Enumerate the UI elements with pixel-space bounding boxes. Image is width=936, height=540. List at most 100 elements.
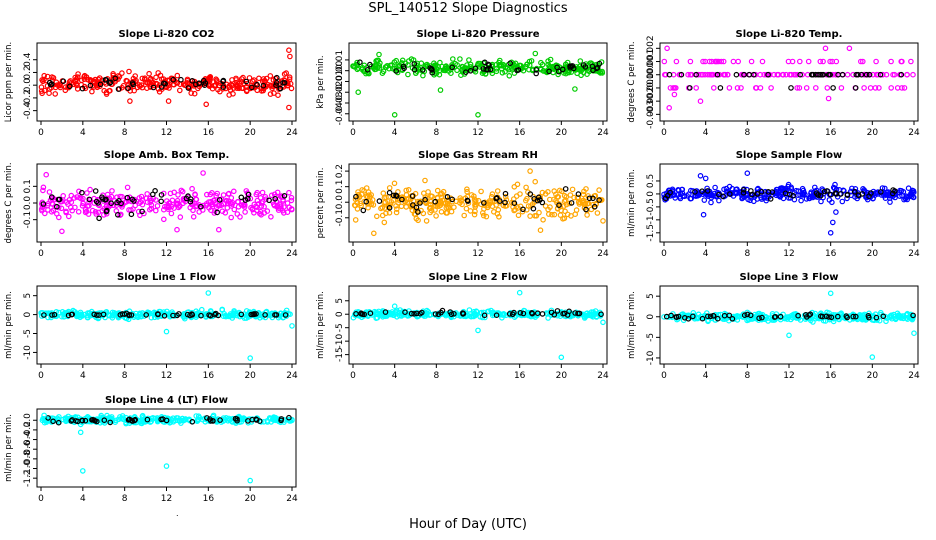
- data-point: [850, 313, 857, 320]
- data-point: [390, 192, 397, 199]
- data-point: [161, 312, 168, 319]
- data-point: [65, 417, 72, 423]
- data-point: [139, 84, 146, 91]
- data-point: [210, 412, 217, 419]
- data-point: [527, 168, 533, 174]
- data-point: [557, 212, 564, 218]
- data-point: [741, 312, 748, 319]
- data-point: [49, 312, 55, 318]
- plot-frame: [36, 285, 297, 365]
- data-point: [185, 193, 191, 199]
- data-point: [423, 218, 430, 224]
- data-point: [82, 417, 89, 424]
- data-point: [838, 191, 844, 197]
- data-point: [89, 88, 95, 95]
- data-point: [427, 201, 434, 208]
- data-point: [832, 190, 839, 196]
- data-point: [493, 312, 500, 319]
- data-point: [81, 76, 88, 83]
- data-point: [238, 194, 245, 201]
- data-point: [247, 477, 254, 484]
- data-point: [519, 208, 526, 215]
- data-point: [174, 226, 180, 233]
- data-point: [214, 209, 221, 216]
- data-point: [808, 190, 814, 197]
- data-point: [203, 101, 210, 108]
- data-point: [131, 417, 138, 424]
- x-tick-label: 24: [908, 371, 920, 381]
- data-point: [79, 417, 86, 424]
- data-point: [209, 201, 216, 208]
- data-point: [812, 71, 819, 78]
- x-tick-label: 8: [744, 249, 750, 259]
- data-point: [45, 415, 51, 421]
- data-point: [433, 213, 439, 219]
- data-point: [889, 190, 896, 197]
- x-tick-label: 4: [80, 249, 86, 259]
- data-point: [115, 212, 121, 218]
- data-point: [788, 71, 795, 78]
- y-tick-label: 0.2: [335, 164, 345, 178]
- data-point: [257, 195, 264, 201]
- x-tick-label: 16: [203, 371, 215, 381]
- data-point: [736, 313, 743, 320]
- data-point: [357, 200, 364, 207]
- x-tick-label: 16: [514, 249, 526, 259]
- data-point: [471, 211, 478, 218]
- data-point: [79, 189, 85, 196]
- data-point: [806, 312, 812, 318]
- data-point: [233, 81, 239, 87]
- data-point: [890, 187, 896, 193]
- x-tick-label: 4: [392, 128, 398, 138]
- y-tick-label: -0.4: [23, 430, 33, 448]
- data-point: [354, 200, 361, 206]
- data-point: [789, 58, 796, 65]
- data-point: [551, 311, 558, 318]
- panel-title: Slope Sample Flow: [736, 150, 843, 161]
- data-point: [817, 58, 824, 65]
- data-point: [281, 71, 288, 77]
- data-point: [782, 190, 789, 197]
- data-point: [198, 312, 204, 319]
- data-point: [220, 192, 227, 198]
- data-point: [888, 85, 895, 91]
- data-point: [765, 318, 771, 324]
- data-point: [143, 312, 150, 318]
- data-point: [353, 310, 359, 317]
- data-point: [740, 187, 747, 193]
- data-point: [562, 186, 569, 192]
- data-point: [267, 73, 274, 79]
- y-tick-label: -0.003: [646, 100, 656, 129]
- data-point: [128, 211, 135, 218]
- data-point: [867, 85, 874, 91]
- data-point: [738, 85, 744, 91]
- data-point: [724, 71, 731, 78]
- data-point: [538, 59, 544, 66]
- x-tick-label: 12: [161, 128, 172, 138]
- panel-title: Slope Line 3 Flow: [740, 272, 839, 283]
- data-point: [744, 170, 751, 177]
- data-points: [350, 289, 606, 361]
- data-point: [352, 217, 359, 223]
- data-point: [193, 413, 200, 419]
- data-point: [436, 67, 443, 74]
- x-tick-label: 0: [38, 249, 44, 259]
- data-point: [75, 209, 82, 215]
- data-point: [726, 85, 733, 91]
- data-point: [895, 314, 901, 321]
- data-point: [353, 193, 359, 200]
- data-point: [558, 354, 565, 361]
- data-point: [383, 210, 389, 217]
- data-point: [741, 71, 747, 78]
- data-point: [76, 188, 82, 195]
- data-point: [889, 315, 895, 322]
- data-point: [825, 95, 832, 102]
- data-point: [104, 191, 111, 198]
- data-point: [411, 310, 417, 317]
- data-point: [794, 312, 801, 318]
- data-point: [422, 177, 428, 184]
- data-point: [92, 188, 99, 194]
- data-point: [533, 67, 540, 73]
- data-point: [759, 314, 765, 321]
- data-point: [714, 315, 721, 322]
